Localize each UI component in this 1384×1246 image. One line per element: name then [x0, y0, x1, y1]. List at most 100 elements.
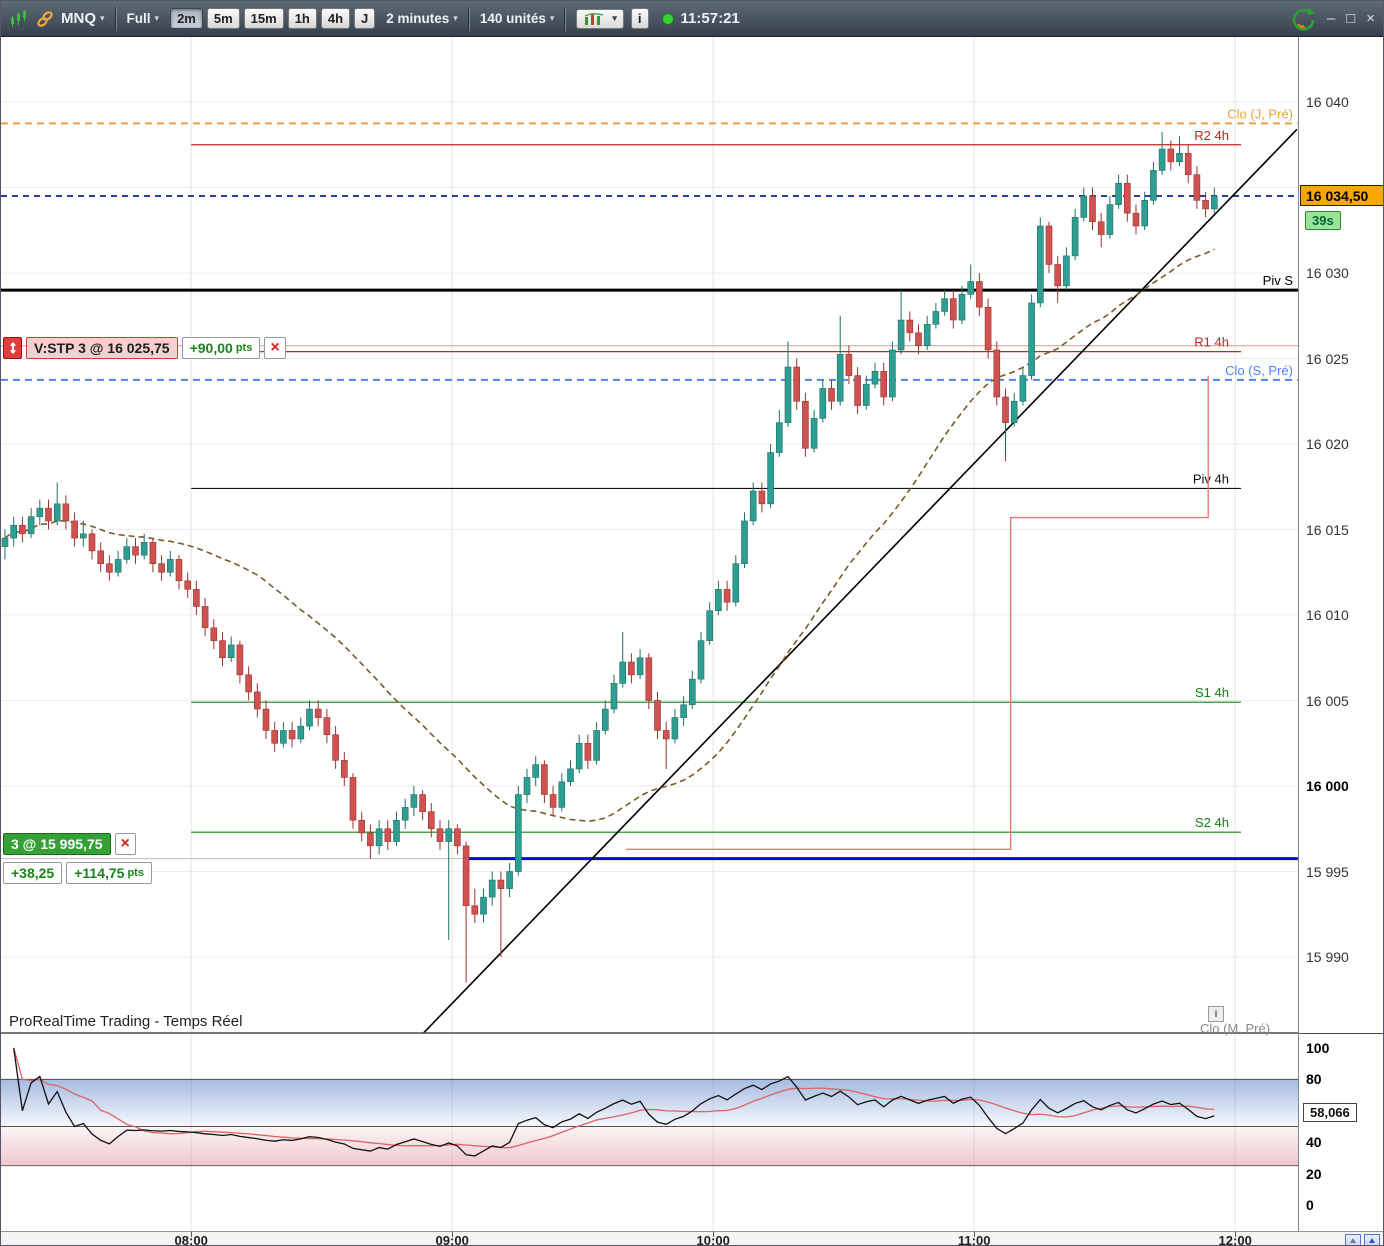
time-label: 10:00	[696, 1233, 730, 1246]
order-direction-icon	[3, 337, 22, 359]
price-tick: 16 005	[1306, 692, 1349, 709]
connection-status-icon	[661, 12, 674, 25]
level-label: Clo (S, Pré)	[1225, 363, 1293, 378]
timeframe-button-1h[interactable]: 1h	[287, 8, 317, 29]
time-label: 08:00	[174, 1233, 208, 1246]
price-axis[interactable]: 16 034,50 39s 58,066 16 040 16 030 16 025 1…	[1298, 37, 1383, 1231]
chart-settings-icon[interactable]	[1345, 1234, 1361, 1245]
trailing-stop-line[interactable]	[626, 375, 1209, 850]
moving-average-line	[4, 248, 1215, 823]
close-position-button[interactable]: ×	[114, 833, 136, 855]
layout-label: Full	[126, 11, 151, 26]
timeframe-buttons: 2m 5m 15m 1h 4h J	[170, 8, 376, 29]
platform-watermark: ProRealTime Trading - Temps Réel	[9, 1013, 243, 1030]
time-tick	[1235, 1232, 1237, 1237]
panel-separator	[1299, 1033, 1383, 1034]
units-selector[interactable]: 140 unités ▾	[480, 11, 555, 26]
level-label: Clo (J, Pré)	[1227, 106, 1293, 121]
stop-order-row: V:STP 3 @ 16 025,75 +90,00 pts ×	[3, 337, 286, 359]
trend-line[interactable]	[422, 128, 1298, 1034]
layout-selector[interactable]: Full ▾	[127, 11, 160, 26]
server-clock: 11:57:21	[680, 10, 740, 27]
oversold-zone	[1, 1126, 1298, 1166]
timeframe-button-2m[interactable]: 2m	[170, 8, 203, 29]
position-label[interactable]: 3 @ 15 995,75	[3, 833, 111, 855]
time-label: 12:00	[1218, 1233, 1252, 1246]
period-label: 2 minutes	[386, 11, 450, 26]
candlestick-style-icon	[585, 12, 604, 25]
time-tick	[191, 1232, 193, 1237]
oscillator-tick: 80	[1306, 1071, 1322, 1088]
close-button[interactable]: ×	[1366, 10, 1375, 27]
window-controls: – □ ×	[1290, 6, 1375, 32]
position-pnl-row: +38,25 +114,75 pts	[3, 862, 152, 884]
chevron-down-icon: ▾	[453, 13, 458, 23]
go-to-realtime-icon[interactable]	[1364, 1234, 1380, 1245]
position-total-pnl: +114,75 pts	[66, 862, 152, 884]
level-label: Piv S	[1263, 273, 1294, 288]
stop-order-pnl: +90,00 pts	[181, 337, 261, 359]
price-tick: 15 995	[1306, 863, 1349, 880]
level-label: S2 4h	[1195, 815, 1229, 830]
period-selector[interactable]: 2 minutes ▾	[386, 11, 458, 26]
refresh-icon[interactable]	[1290, 6, 1316, 32]
price-tick: 16 020	[1306, 436, 1349, 452]
chart-style-selector[interactable]: ▾	[576, 8, 624, 29]
toolbar: MNQ ▾ Full ▾ 2m 5m 15m 1h 4h J 2 minutes…	[1, 1, 1383, 37]
position-row: 3 @ 15 995,75 ×	[3, 833, 136, 855]
instrument-selector[interactable]: MNQ ▾	[61, 10, 105, 27]
chevron-down-icon: ▾	[549, 13, 555, 23]
price-tick: 16 015	[1306, 521, 1349, 538]
oscillator-tick: 100	[1306, 1039, 1330, 1056]
chevron-down-icon: ▾	[100, 13, 105, 23]
time-axis[interactable]: 08:00 09:00 10:00 11:00 12:00	[1, 1231, 1383, 1246]
minimize-button[interactable]: –	[1326, 10, 1336, 27]
oscillator-line	[13, 1047, 1215, 1157]
gridlines	[1, 37, 1298, 1231]
overbought-zone	[1, 1079, 1298, 1127]
price-tick: 15 990	[1306, 949, 1349, 965]
info-button[interactable]: i	[630, 8, 649, 29]
level-label: S1 4h	[1195, 685, 1229, 700]
toolbar-separator	[467, 6, 470, 31]
timeframe-button-daily[interactable]: J	[354, 8, 376, 29]
info-icon[interactable]: i	[1208, 1006, 1224, 1022]
last-price-badge: 16 034,50	[1300, 185, 1383, 206]
units-label: 140 unités	[479, 11, 546, 26]
stop-order-label[interactable]: V:STP 3 @ 16 025,75	[26, 337, 178, 359]
link-charts-icon[interactable]	[36, 9, 54, 29]
chevron-down-icon: ▾	[612, 13, 617, 23]
app-chart-icon	[9, 9, 29, 29]
price-tick: 16 025	[1306, 350, 1349, 367]
timeframe-button-4h[interactable]: 4h	[320, 8, 351, 29]
oscillator-tick: 0	[1306, 1197, 1314, 1213]
instrument-label: MNQ	[61, 10, 96, 27]
toolbar-separator	[564, 6, 567, 31]
cancel-stop-order-button[interactable]: ×	[264, 337, 286, 359]
info-icon: i	[637, 11, 642, 26]
level-label: R1 4h	[1194, 335, 1229, 350]
candlestick-series	[1, 131, 1218, 983]
time-label: 11:00	[957, 1233, 991, 1246]
timeframe-button-15m[interactable]: 15m	[243, 8, 284, 29]
oscillator-signal-line	[13, 1047, 1215, 1149]
price-tick: 16 000	[1306, 778, 1349, 794]
month-close-label: Clo (M, Pré)	[1200, 1021, 1271, 1036]
level-label: R2 4h	[1194, 128, 1229, 143]
main-chart: Clo (J, Pré) R2 4h Piv S R1 4h Clo (S, Pré) P…	[1, 37, 1298, 1245]
timeframe-button-5m[interactable]: 5m	[206, 8, 240, 29]
chevron-down-icon: ▾	[154, 13, 160, 23]
oscillator-value-badge: 58,066	[1303, 1103, 1357, 1122]
time-tick	[713, 1232, 715, 1237]
price-tick: 16 010	[1306, 607, 1349, 623]
oscillator-tick: 20	[1306, 1165, 1322, 1182]
level-label: Piv 4h	[1193, 471, 1229, 486]
toolbar-separator	[114, 6, 117, 31]
time-label: 09:00	[435, 1233, 469, 1246]
bar-countdown-badge: 39s	[1305, 211, 1341, 230]
oscillator-tick: 40	[1306, 1134, 1322, 1151]
maximize-button[interactable]: □	[1346, 10, 1356, 27]
position-open-pnl: +38,25	[3, 862, 63, 884]
time-tick	[452, 1232, 454, 1237]
